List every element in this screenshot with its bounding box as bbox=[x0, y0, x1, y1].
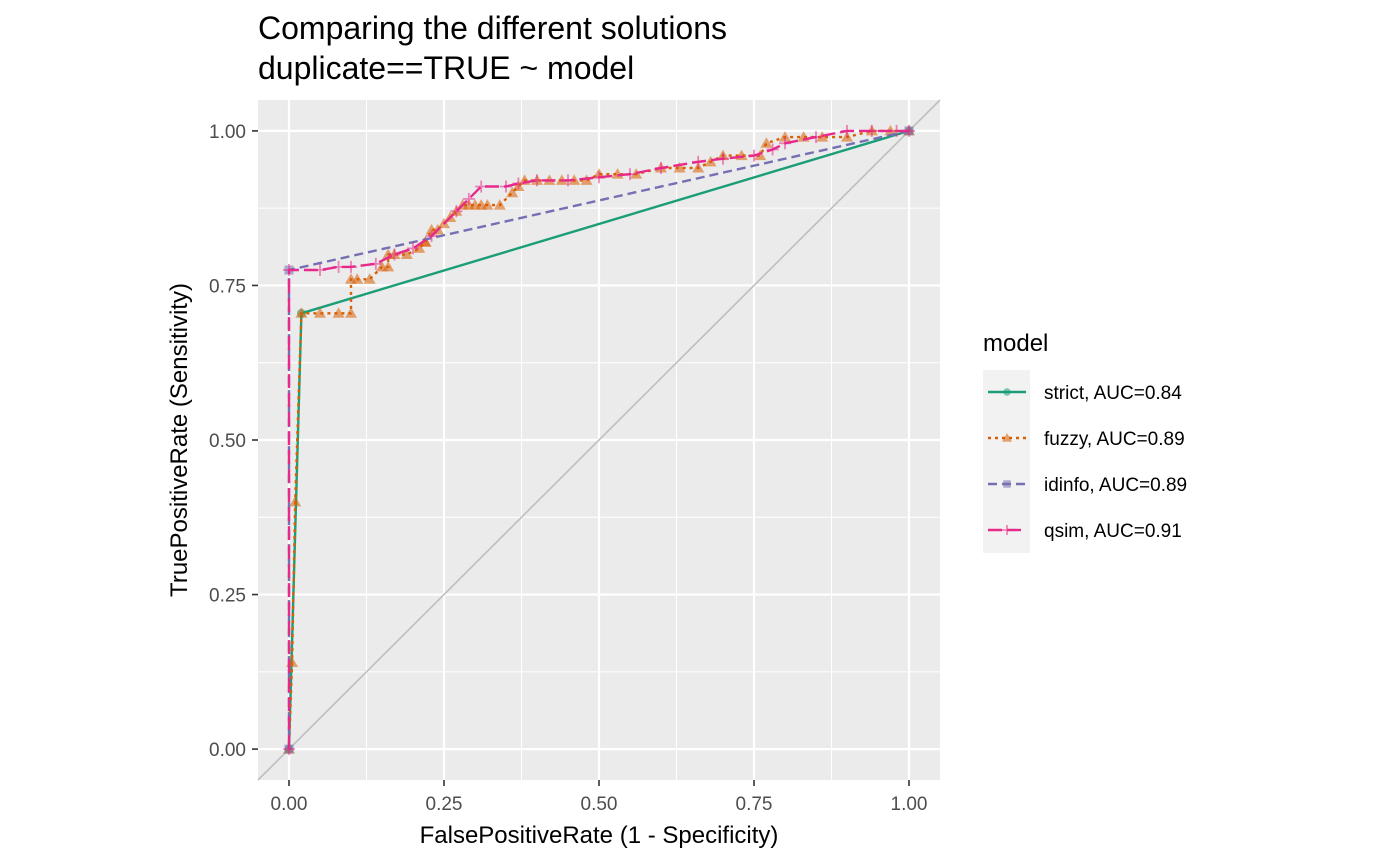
point-fuzzy bbox=[779, 131, 791, 142]
x-tick-label: 0.75 bbox=[736, 794, 773, 815]
point-qsim bbox=[388, 248, 401, 261]
legend-item-fuzzy: fuzzy, AUC=0.89 bbox=[988, 429, 1185, 450]
legend-key-marker bbox=[1002, 525, 1012, 535]
legend-key-marker bbox=[1003, 388, 1011, 396]
point-fuzzy bbox=[481, 199, 494, 210]
point-qsim bbox=[717, 152, 729, 165]
point-qsim bbox=[810, 131, 822, 144]
point-fuzzy bbox=[754, 149, 767, 161]
point-qsim bbox=[425, 230, 438, 242]
legend-label: strict, AUC=0.84 bbox=[1044, 383, 1182, 404]
point-qsim bbox=[692, 155, 705, 168]
y-tick-label: 0.00 bbox=[209, 740, 246, 761]
x-axis-title: FalsePositiveRate (1 - Specificity) bbox=[420, 822, 779, 849]
point-fuzzy bbox=[400, 248, 413, 260]
point-qsim bbox=[624, 168, 636, 181]
point-qsim bbox=[345, 260, 357, 273]
point-qsim bbox=[283, 743, 295, 756]
point-qsim bbox=[314, 264, 326, 276]
x-tick-label: 0.50 bbox=[581, 794, 618, 815]
point-fuzzy bbox=[493, 199, 506, 210]
point-fuzzy bbox=[413, 242, 426, 253]
point-qsim bbox=[841, 124, 853, 137]
series-layer bbox=[283, 124, 915, 756]
point-fuzzy bbox=[382, 260, 395, 272]
x-tick-label: 1.00 bbox=[891, 794, 928, 815]
legend: model strict, AUC=0.84 fuzzy, AUC=0.89 idi… bbox=[983, 330, 1187, 553]
point-qsim bbox=[369, 257, 382, 270]
series-qsim bbox=[283, 124, 915, 756]
x-tick-label: 0.00 bbox=[271, 794, 308, 815]
legend-item-strict: strict, AUC=0.84 bbox=[988, 383, 1182, 404]
y-tick-label: 0.25 bbox=[209, 586, 246, 607]
legend-key-background bbox=[983, 370, 1030, 553]
point-qsim bbox=[748, 149, 760, 162]
point-fuzzy bbox=[704, 155, 717, 167]
point-qsim bbox=[531, 174, 543, 187]
point-fuzzy bbox=[760, 137, 773, 148]
y-tick-label: 0.50 bbox=[209, 431, 246, 452]
legend-label: fuzzy, AUC=0.89 bbox=[1044, 429, 1185, 450]
x-tick-label: 0.25 bbox=[426, 794, 463, 815]
point-fuzzy bbox=[673, 162, 686, 173]
reference-diagonal-line bbox=[257, 99, 941, 781]
point-qsim bbox=[332, 260, 345, 273]
point-qsim bbox=[283, 264, 295, 276]
legend-key-marker bbox=[1003, 480, 1011, 488]
point-qsim bbox=[865, 124, 878, 137]
point-qsim bbox=[562, 174, 574, 187]
legend-label: qsim, AUC=0.91 bbox=[1044, 521, 1182, 542]
point-qsim bbox=[593, 171, 605, 184]
y-axis-ticks: 0.00 0.25 0.50 0.75 1.00 bbox=[209, 122, 258, 761]
point-qsim bbox=[475, 180, 488, 193]
point-fuzzy bbox=[506, 186, 519, 198]
legend-label: idinfo, AUC=0.89 bbox=[1044, 475, 1187, 496]
point-fuzzy bbox=[314, 307, 326, 318]
point-qsim bbox=[890, 124, 903, 137]
point-qsim bbox=[903, 124, 915, 137]
point-fuzzy bbox=[289, 495, 302, 507]
legend-title: model bbox=[983, 330, 1048, 357]
point-fuzzy bbox=[332, 307, 345, 318]
point-qsim bbox=[779, 137, 791, 150]
legend-item-qsim: qsim, AUC=0.91 bbox=[988, 521, 1182, 542]
chart-subtitle: duplicate==TRUE ~ model bbox=[258, 50, 634, 86]
point-qsim bbox=[450, 205, 463, 218]
point-qsim bbox=[407, 242, 419, 255]
y-tick-label: 0.75 bbox=[209, 276, 246, 297]
point-fuzzy bbox=[345, 307, 357, 318]
series-line-qsim bbox=[287, 129, 909, 750]
legend-key-marker bbox=[1002, 433, 1012, 442]
point-fuzzy bbox=[363, 273, 376, 284]
point-qsim bbox=[512, 177, 525, 190]
point-qsim bbox=[766, 143, 779, 156]
chart-title: Comparing the different solutions bbox=[258, 10, 727, 46]
point-fuzzy bbox=[295, 307, 308, 318]
x-axis-ticks: 0.00 0.25 0.50 0.75 1.00 bbox=[271, 780, 928, 815]
y-tick-label: 1.00 bbox=[209, 122, 246, 143]
point-qsim bbox=[500, 180, 512, 193]
y-axis-title: TruePositiveRate (Sensitivity) bbox=[166, 283, 193, 597]
point-qsim bbox=[462, 192, 475, 205]
legend-item-idinfo: idinfo, AUC=0.89 bbox=[988, 475, 1187, 496]
point-fuzzy bbox=[351, 273, 364, 284]
point-qsim bbox=[655, 162, 667, 174]
